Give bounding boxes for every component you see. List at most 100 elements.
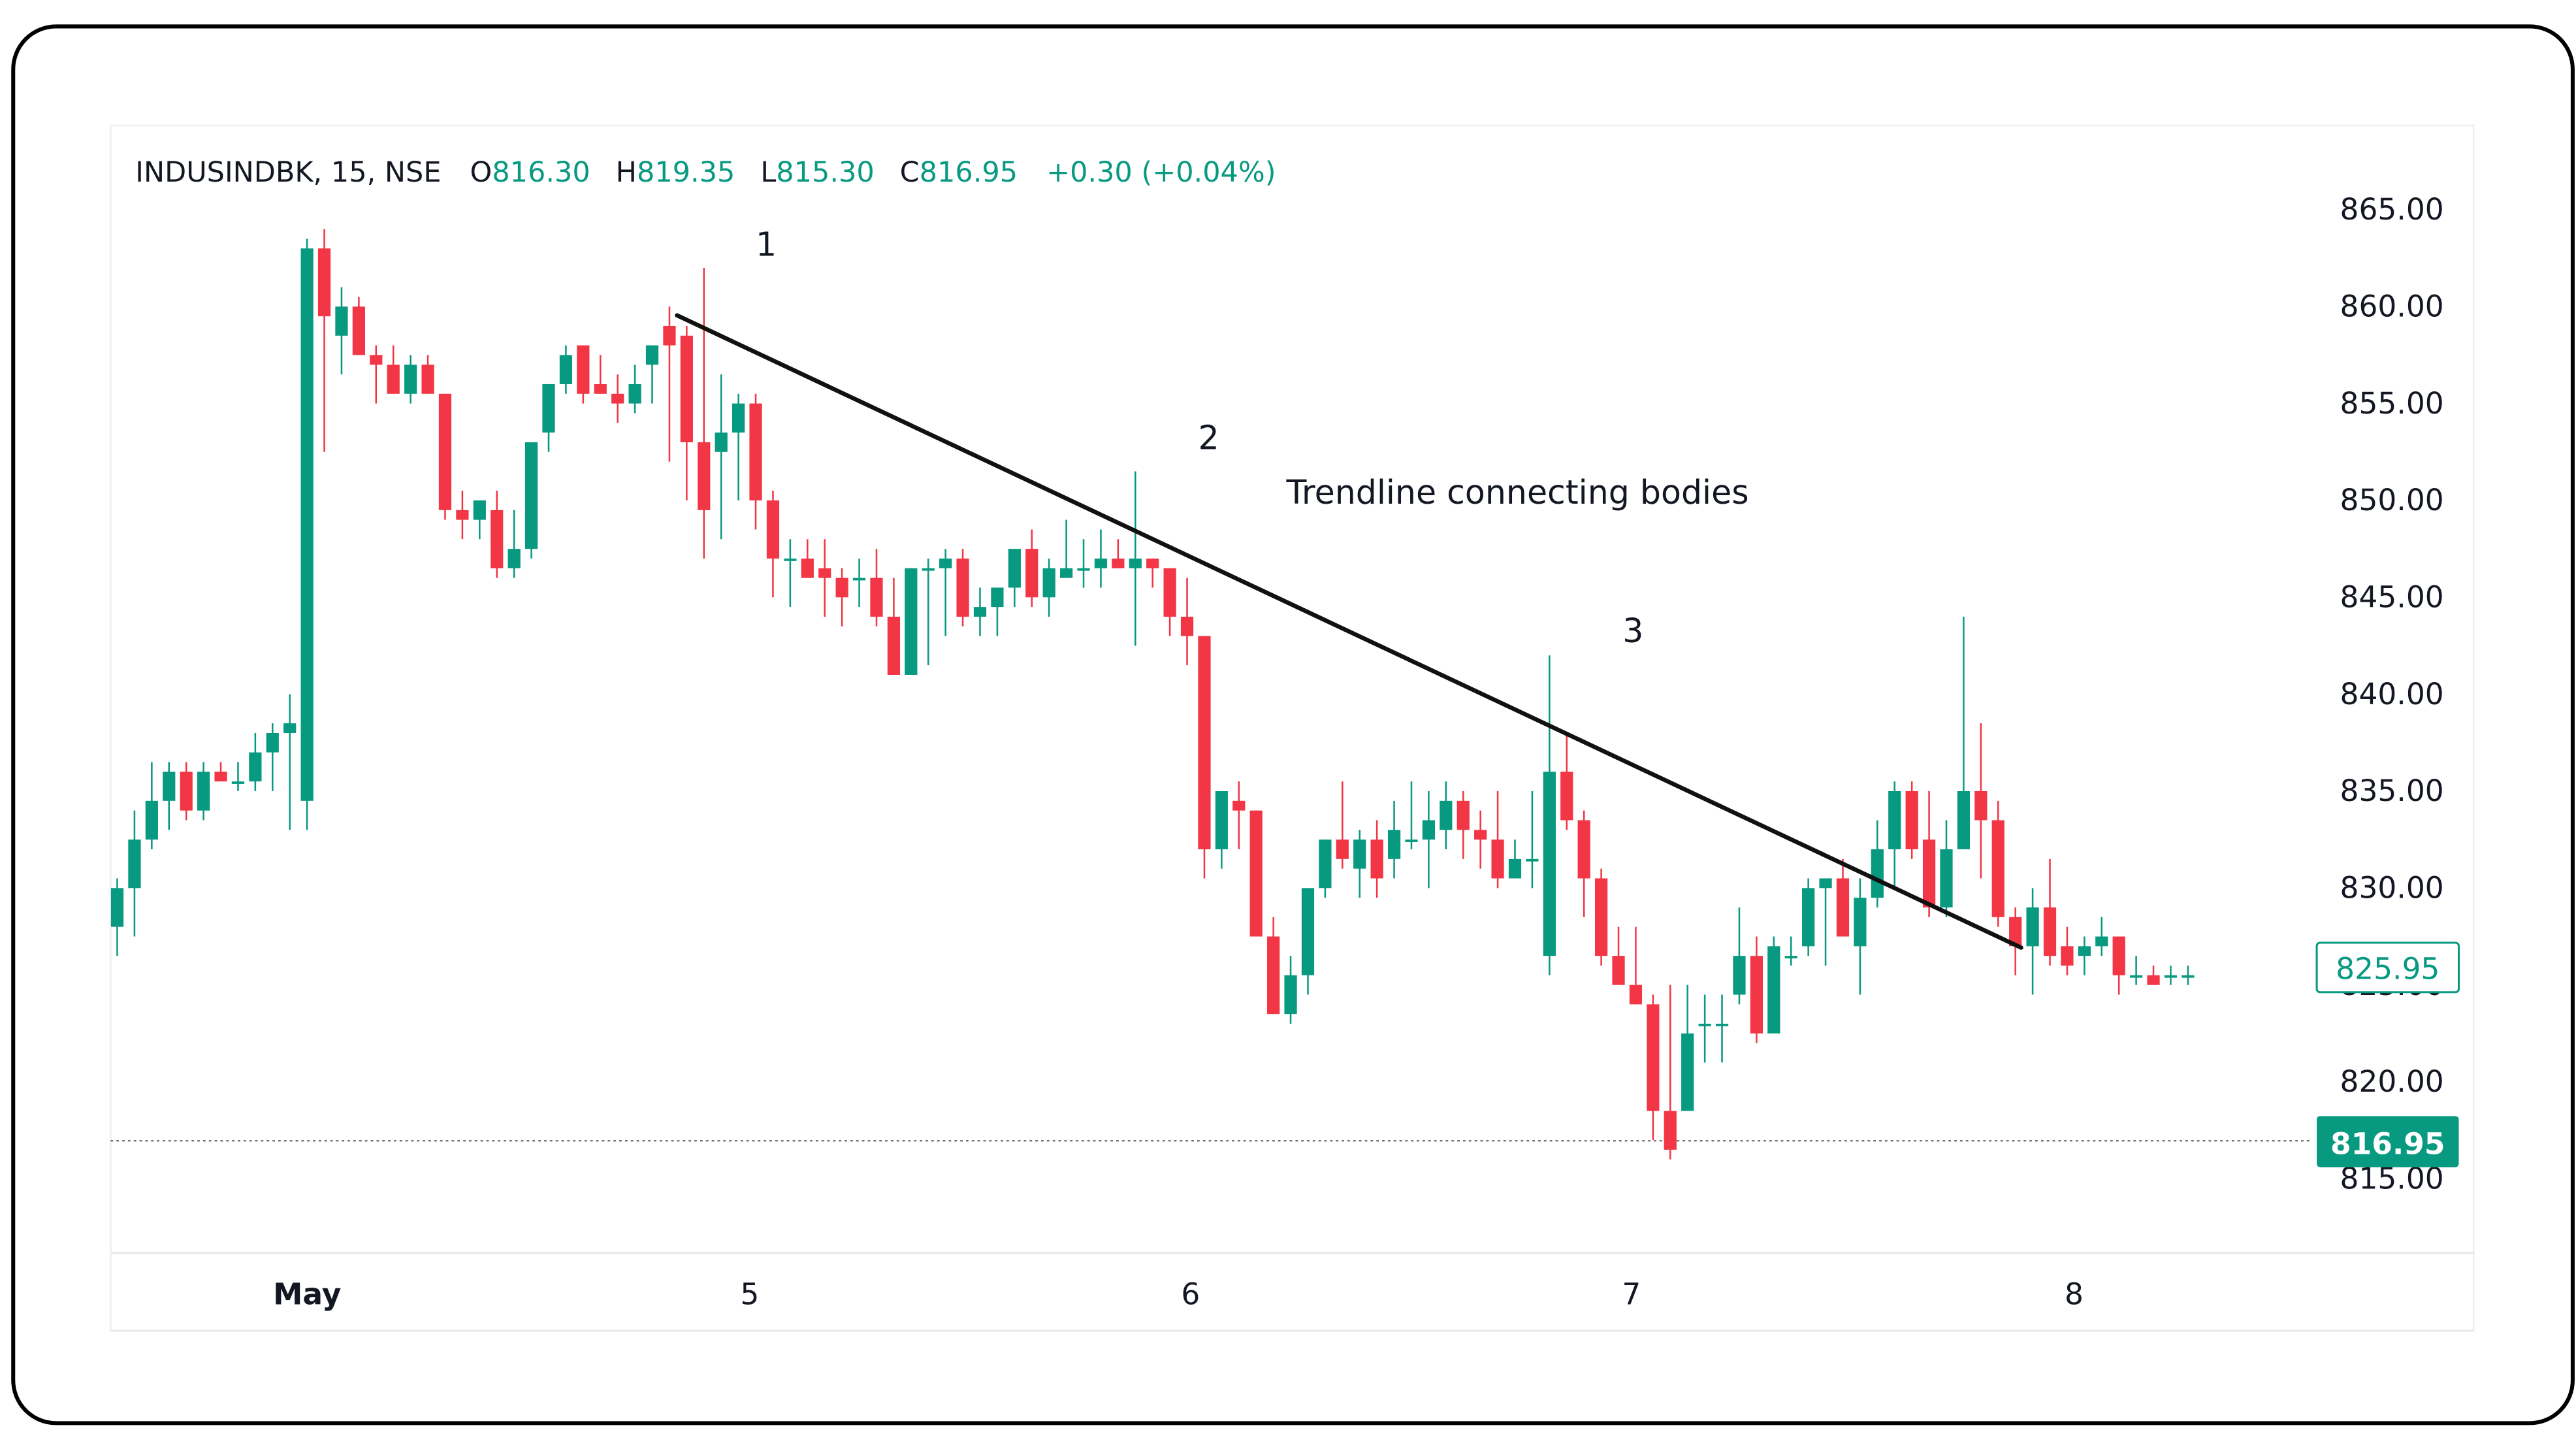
- candle-body: [1491, 839, 1504, 879]
- candle: [2009, 907, 2022, 975]
- candle-body: [818, 568, 831, 578]
- time-axis[interactable]: May 5 6 7 8: [273, 1277, 2084, 1311]
- candle: [1301, 888, 1315, 995]
- candle-body: [231, 781, 245, 784]
- candle-body: [370, 355, 383, 365]
- candle: [766, 491, 780, 598]
- candle: [2078, 936, 2091, 975]
- candle: [456, 491, 469, 540]
- annotation-2: 2: [1199, 418, 1219, 457]
- candle: [1854, 878, 1867, 995]
- candle: [1457, 790, 1470, 859]
- candle-body: [1681, 1033, 1694, 1111]
- candle-body: [1232, 800, 1246, 811]
- candle: [2164, 966, 2178, 985]
- candle: [1681, 985, 1694, 1111]
- candle: [542, 383, 555, 452]
- candle: [1112, 539, 1125, 568]
- candle: [1387, 800, 1401, 879]
- candle: [163, 762, 176, 830]
- open-label: O: [470, 156, 492, 189]
- low-label: L: [760, 156, 776, 189]
- candle: [2147, 966, 2160, 985]
- price-tick-label: 855.00: [2340, 386, 2444, 421]
- candle: [1094, 529, 1108, 588]
- candle: [1370, 820, 1383, 898]
- candle: [835, 568, 848, 627]
- candle: [956, 549, 969, 627]
- candle: [1715, 994, 1729, 1063]
- candle-body: [1094, 558, 1108, 568]
- candle: [1508, 839, 1522, 879]
- candle-body: [456, 510, 469, 520]
- candle-body: [387, 365, 400, 394]
- candle: [2043, 858, 2057, 966]
- candles-group: [110, 229, 2195, 1160]
- trendline[interactable]: [675, 313, 2023, 950]
- candle-body: [1940, 849, 1953, 907]
- candle: [1750, 936, 1763, 1043]
- candle: [1819, 878, 1832, 966]
- symbol-legend: INDUSINDBK, 15, NSE O816.30 H819.35 L815…: [135, 156, 1276, 189]
- candle: [1888, 781, 1901, 888]
- candle: [387, 345, 400, 394]
- price-tick-label: 835.00: [2340, 774, 2444, 808]
- candle-body: [749, 403, 762, 500]
- candle-body: [1854, 898, 1867, 947]
- candle-body: [715, 432, 728, 452]
- close-value: 816.95: [920, 156, 1018, 189]
- candle: [1594, 868, 1608, 966]
- candle-body: [1784, 956, 1797, 958]
- candle: [145, 762, 158, 849]
- candle-body: [1802, 888, 1815, 947]
- candle-body: [2182, 975, 2195, 978]
- candle: [973, 587, 987, 636]
- candle: [283, 694, 297, 830]
- candle: [2182, 966, 2195, 985]
- candle: [473, 500, 486, 540]
- price-tick-label: 860.00: [2340, 289, 2444, 323]
- time-tick-label: 8: [2065, 1277, 2084, 1311]
- candle: [1319, 839, 1332, 898]
- candle: [197, 762, 210, 821]
- candle-body: [1215, 790, 1228, 849]
- candle-body: [663, 325, 676, 346]
- candle: [680, 325, 693, 500]
- candle-body: [1577, 820, 1590, 879]
- candle-body: [1249, 810, 1263, 937]
- candle-body: [922, 568, 935, 571]
- candle: [404, 355, 417, 404]
- time-tick-label: 7: [1622, 1277, 1641, 1311]
- candle: [1991, 800, 2004, 927]
- candle: [922, 558, 935, 666]
- last-price-tag: [2317, 1116, 2459, 1167]
- candle: [852, 558, 866, 608]
- candle: [249, 732, 262, 791]
- candle-body: [1440, 800, 1453, 830]
- symbol-text: INDUSINDBK, 15, NSE: [135, 156, 441, 189]
- candle-body: [180, 772, 193, 811]
- price-tick-label: 840.00: [2340, 677, 2444, 711]
- candle-body: [163, 772, 176, 801]
- candle: [749, 393, 762, 530]
- candle: [1232, 781, 1246, 849]
- candle-body: [1387, 830, 1401, 859]
- candle: [818, 539, 831, 617]
- candle-body: [801, 558, 814, 578]
- candle-body: [2009, 917, 2022, 947]
- candle: [1836, 858, 1850, 937]
- candle-body: [956, 558, 969, 617]
- candle: [2130, 956, 2143, 985]
- candle-body: [266, 732, 279, 753]
- candle: [1957, 616, 1971, 849]
- open-value: 816.30: [492, 156, 590, 189]
- candle: [1733, 907, 1746, 1005]
- candle-body: [2164, 975, 2178, 978]
- candle: [887, 578, 900, 675]
- candle: [2095, 917, 2108, 956]
- candle: [524, 442, 538, 559]
- change-value: +0.30 (+0.04%): [1046, 156, 1276, 189]
- candle: [300, 238, 314, 830]
- candle-body: [973, 607, 987, 617]
- candle-body: [1353, 839, 1366, 869]
